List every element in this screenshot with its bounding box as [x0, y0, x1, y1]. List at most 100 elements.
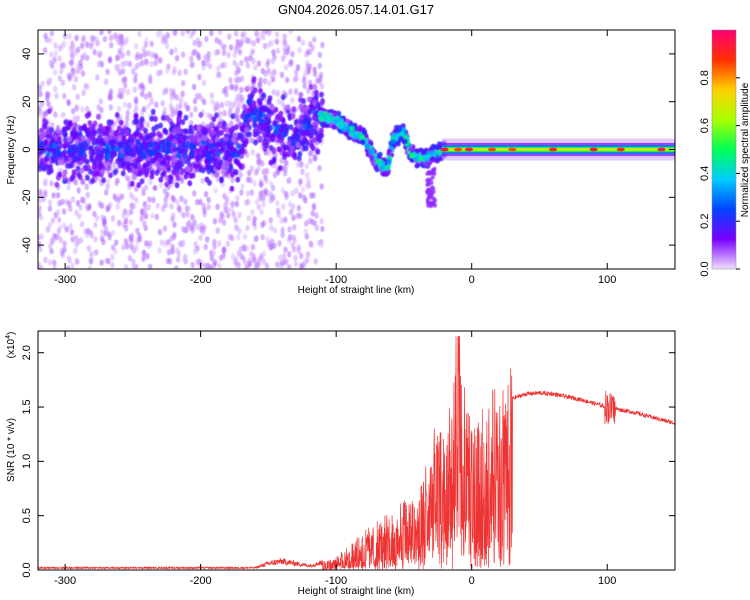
heatmap-cell [149, 40, 154, 47]
heatmap-cell [236, 67, 242, 74]
heatmap-cell [179, 169, 185, 176]
heatmap-cell [285, 76, 290, 84]
y-tick-label: 0.0 [21, 562, 33, 577]
heatmap-cell [204, 176, 210, 183]
heatmap-cell [402, 139, 408, 145]
x-tick-label: 100 [598, 274, 616, 286]
heatmap-cell [314, 212, 319, 219]
heatmap-cell [71, 108, 76, 115]
heatmap-cell [139, 60, 144, 67]
heatmap-cell [291, 214, 296, 221]
heatmap-cell [216, 240, 222, 247]
heatmap-cell [189, 134, 195, 141]
heatmap-cell [121, 212, 126, 219]
heatmap-cell [38, 163, 43, 170]
heatmap-cell [235, 194, 240, 202]
heatmap-cell [192, 98, 198, 105]
heatmap-cell [174, 265, 179, 269]
heatmap-cell [148, 74, 153, 81]
heatmap-cell [238, 171, 243, 179]
heatmap-cell [290, 134, 296, 141]
heatmap-cell [43, 138, 49, 145]
heatmap-cell [148, 178, 153, 185]
heatmap-cell [156, 151, 161, 158]
heatmap-cell [110, 215, 116, 222]
heatmap-cell [141, 46, 147, 53]
heatmap-cell [386, 158, 392, 164]
heatmap-cell [187, 180, 193, 187]
heatmap-cell [283, 159, 289, 166]
heatmap-cell [154, 169, 160, 176]
heatmap-cell [240, 113, 245, 120]
heatmap-cell [225, 240, 231, 247]
heatmap-cell [227, 33, 232, 40]
heatmap-cell [74, 34, 79, 42]
heatmap-cell [47, 199, 53, 206]
heatmap-cell [183, 68, 188, 75]
heatmap-cell [191, 83, 197, 91]
heatmap-cell [55, 192, 61, 199]
heatmap-cell [62, 178, 67, 185]
heatmap-cell [77, 131, 83, 138]
heatmap-cell [257, 98, 262, 105]
heatmap-cell [239, 38, 245, 46]
heatmap-cell [269, 243, 274, 251]
heatmap-cell [243, 139, 249, 145]
figure-title: GN04.2026.057.14.01.G17 [278, 2, 434, 17]
heatmap-cell [49, 30, 55, 37]
heatmap-cell [257, 255, 263, 262]
heatmap-cell [305, 130, 311, 137]
y-tick-label: -40 [21, 237, 33, 253]
heatmap-cell [209, 92, 214, 99]
heatmap-cell [307, 150, 313, 157]
heatmap-cell [276, 98, 282, 105]
heatmap-cell [145, 133, 151, 140]
heatmap-cell [112, 32, 117, 40]
heatmap-cell [280, 100, 285, 107]
heatmap-cell [52, 142, 57, 149]
heatmap-cell [160, 100, 165, 107]
heatmap-cell [288, 124, 294, 131]
heatmap-cell [200, 167, 206, 174]
heatmap-cell [217, 262, 222, 269]
heatmap-cell [201, 228, 206, 235]
heatmap-cell [286, 177, 291, 185]
heatmap-cell [312, 83, 317, 90]
heatmap-cell [263, 30, 268, 36]
heatmap-cell [127, 103, 132, 110]
heatmap-cell [188, 224, 193, 232]
heatmap-cell [315, 77, 320, 84]
heatmap-cell [226, 51, 231, 59]
heatmap-cell [245, 62, 250, 69]
heatmap-cell [429, 150, 435, 156]
heatmap-cell [47, 221, 53, 229]
heatmap-cell [288, 88, 293, 95]
heatmap-cell [106, 230, 112, 238]
heatmap-cell [243, 260, 248, 267]
heatmap-cell [275, 200, 280, 207]
heatmap-cell [287, 264, 292, 269]
heatmap-cell [211, 249, 216, 257]
heatmap-cell [310, 210, 315, 217]
heatmap-cell [426, 196, 431, 201]
heatmap-cell [229, 146, 235, 153]
heatmap-cell [319, 127, 324, 134]
y-tick-label: -20 [21, 189, 33, 205]
heatmap-cell [43, 256, 48, 264]
heatmap-cell [265, 61, 270, 68]
heatmap-cell [66, 72, 72, 80]
heatmap-cell [189, 32, 194, 39]
heatmap-cell [62, 240, 67, 247]
heatmap-cell [80, 42, 85, 49]
heatmap-cell [193, 105, 198, 113]
heatmap-cell [270, 136, 275, 143]
heatmap-cell [409, 153, 415, 159]
heatmap-cell [69, 175, 75, 182]
heatmap-cell [108, 201, 113, 209]
heatmap-cell [177, 153, 183, 160]
heatmap-cell [116, 197, 121, 204]
heatmap-cell [259, 209, 264, 216]
heatmap-cell [60, 250, 65, 257]
heatmap-cell [259, 189, 265, 197]
